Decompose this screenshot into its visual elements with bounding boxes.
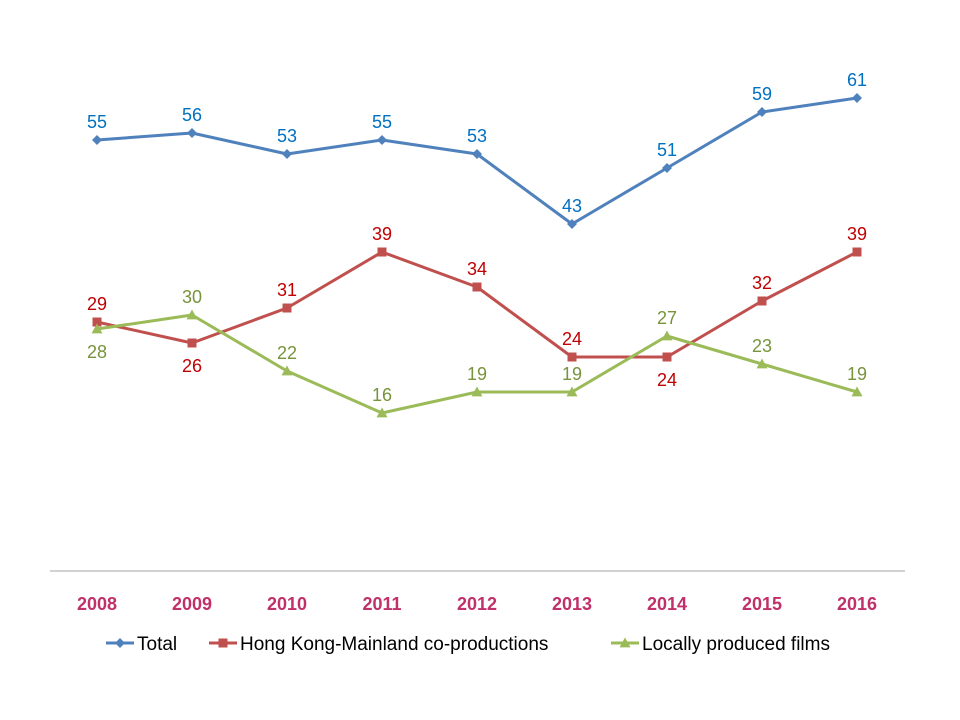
data-label-locally-produced-films-2010: 22 — [277, 343, 297, 363]
data-label-hong-kong-mainland-co-productions-2012: 34 — [467, 259, 487, 279]
data-label-total-2010: 53 — [277, 126, 297, 146]
marker-hong-kong-mainland-co-productions-2012 — [472, 282, 482, 292]
data-label-hong-kong-mainland-co-productions-2013: 24 — [562, 329, 582, 349]
x-tick-labels: 2008 2009 2010 2011 2012 2013 2014 2015 2016 — [77, 594, 877, 614]
data-label-locally-produced-films-2009: 30 — [182, 287, 202, 307]
data-label-locally-produced-films-2012: 19 — [467, 364, 487, 384]
legend-marker-locally-produced-films — [619, 637, 631, 648]
marker-hong-kong-mainland-co-productions-2015 — [757, 296, 767, 306]
legend-item-total: Total — [106, 634, 177, 655]
x-tick-label-2008: 2008 — [77, 594, 117, 614]
marker-total-2008 — [92, 135, 102, 145]
marker-hong-kong-mainland-co-productions-2010 — [282, 303, 292, 313]
data-label-hong-kong-mainland-co-productions-2011: 39 — [372, 224, 392, 244]
marker-hong-kong-mainland-co-productions-2009 — [187, 338, 197, 348]
x-tick-label-2012: 2012 — [457, 594, 497, 614]
marker-locally-produced-films-2011 — [376, 407, 388, 418]
marker-locally-produced-films-2009 — [186, 309, 198, 320]
data-label-hong-kong-mainland-co-productions-2015: 32 — [752, 273, 772, 293]
marker-hong-kong-mainland-co-productions-2016 — [852, 247, 862, 257]
marker-hong-kong-mainland-co-productions-2014 — [662, 352, 672, 362]
legend-item-hong-kong-mainland-co-productions: Hong Kong-Mainland co-productions — [209, 634, 548, 655]
x-tick-label-2014: 2014 — [647, 594, 687, 614]
data-label-total-2016: 61 — [847, 70, 867, 90]
data-label-total-2014: 51 — [657, 140, 677, 160]
marker-total-2009 — [187, 128, 197, 138]
marker-total-2010 — [282, 149, 292, 159]
data-label-hong-kong-mainland-co-productions-2008: 29 — [87, 294, 107, 314]
data-label-locally-produced-films-2011: 16 — [372, 385, 392, 405]
data-label-hong-kong-mainland-co-productions-2016: 39 — [847, 224, 867, 244]
marker-locally-produced-films-2012 — [471, 386, 483, 397]
x-tick-label-2010: 2010 — [267, 594, 307, 614]
legend-marker-hong-kong-mainland-co-productions — [218, 638, 228, 648]
marker-locally-produced-films-2014 — [661, 330, 673, 341]
data-label-hong-kong-mainland-co-productions-2010: 31 — [277, 280, 297, 300]
marker-total-2012 — [472, 149, 482, 159]
marker-locally-produced-films-2016 — [851, 386, 863, 397]
series-line-total — [95, 96, 859, 226]
x-tick-label-2011: 2011 — [362, 594, 401, 614]
marker-total-2014 — [662, 163, 672, 173]
marker-hong-kong-mainland-co-productions-2013 — [567, 352, 577, 362]
data-labels: 55 56 53 55 53 43 51 59 61 29 26 31 39 34 24 24 32 39 28 30… — [87, 70, 867, 405]
data-label-total-2012: 53 — [467, 126, 487, 146]
marker-hong-kong-mainland-co-productions-2011 — [377, 247, 387, 257]
data-label-locally-produced-films-2008: 28 — [87, 342, 107, 362]
data-label-locally-produced-films-2013: 19 — [562, 364, 582, 384]
data-label-total-2015: 59 — [752, 84, 772, 104]
marker-total-2015 — [757, 107, 767, 117]
legend-label-total: Total — [137, 634, 177, 655]
marker-total-2011 — [377, 135, 387, 145]
x-tick-label-2016: 2016 — [837, 594, 877, 614]
data-label-total-2011: 55 — [372, 112, 392, 132]
marker-total-2013 — [567, 219, 577, 229]
legend: Total Hong Kong-Mainland co-productions Lo… — [106, 634, 830, 655]
data-label-hong-kong-mainland-co-productions-2009: 26 — [182, 356, 202, 376]
x-tick-label-2009: 2009 — [172, 594, 212, 614]
series-markers — [91, 93, 863, 418]
x-tick-label-2015: 2015 — [742, 594, 782, 614]
marker-total-2016 — [852, 93, 862, 103]
x-tick-label-2013: 2013 — [552, 594, 592, 614]
legend-marker-total — [115, 638, 125, 648]
legend-item-locally-produced-films: Locally produced films — [611, 634, 830, 655]
marker-locally-produced-films-2010 — [281, 365, 293, 376]
data-label-locally-produced-films-2015: 23 — [752, 336, 772, 356]
data-label-hong-kong-mainland-co-productions-2014: 24 — [657, 370, 677, 390]
marker-locally-produced-films-2008 — [91, 323, 103, 334]
data-label-locally-produced-films-2016: 19 — [847, 364, 867, 384]
marker-locally-produced-films-2013 — [566, 386, 578, 397]
legend-label-hong-kong-mainland-co-productions: Hong Kong-Mainland co-productions — [240, 634, 548, 655]
data-label-total-2009: 56 — [182, 105, 202, 125]
marker-hong-kong-mainland-co-productions-2008 — [92, 317, 102, 327]
data-label-total-2008: 55 — [87, 112, 107, 132]
data-label-locally-produced-films-2014: 27 — [657, 308, 677, 328]
marker-locally-produced-films-2015 — [756, 358, 768, 369]
data-label-total-2013: 43 — [562, 196, 582, 216]
legend-label-locally-produced-films: Locally produced films — [642, 634, 830, 655]
